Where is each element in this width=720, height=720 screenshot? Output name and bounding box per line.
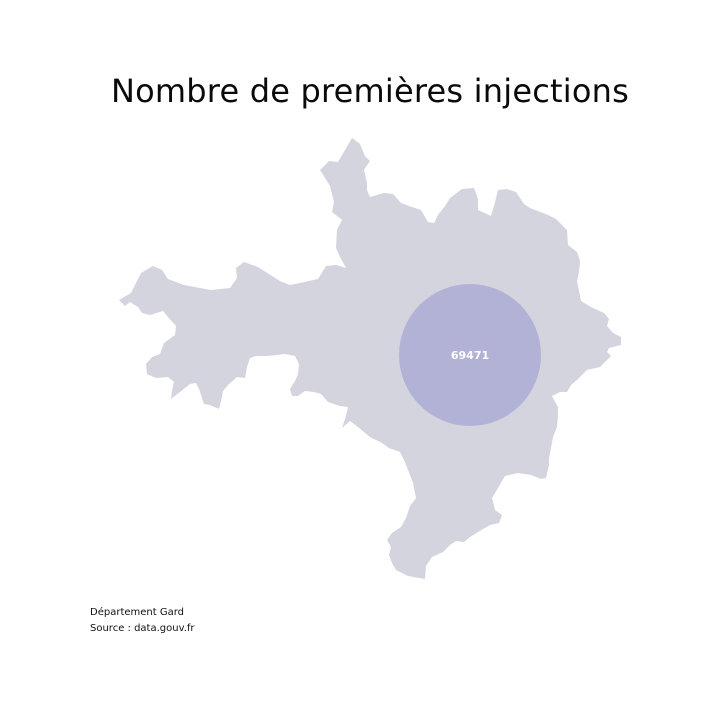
department-caption: Département Gard [90, 607, 185, 618]
gard-department-shape [119, 138, 621, 579]
map-title: Nombre de premières injections [111, 72, 629, 110]
vaccination-bubble [399, 284, 541, 426]
source-caption: Source : data.gouv.fr [90, 623, 195, 634]
bubble-value-label: 69471 [451, 349, 489, 362]
